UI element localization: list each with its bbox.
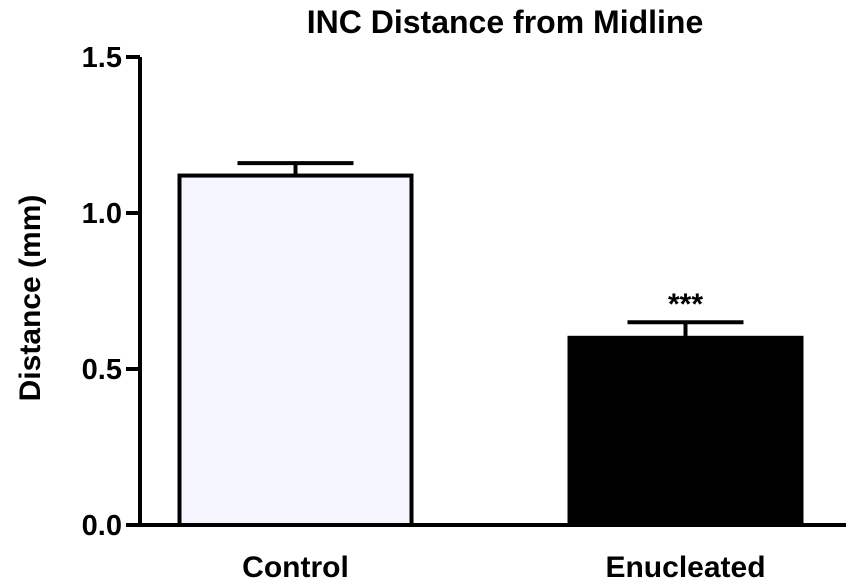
- y-tick-label: 1.0: [82, 198, 122, 230]
- y-tick-label: 1.5: [82, 42, 122, 74]
- category-label-enucleated: Enucleated: [605, 551, 765, 584]
- significance-label: ***: [668, 288, 703, 321]
- bar-control: [177, 173, 414, 527]
- y-tick-label: 0.0: [82, 510, 122, 542]
- category-label-control: Control: [242, 551, 349, 584]
- chart-title: INC Distance from Midline: [307, 4, 704, 40]
- bar-enucleated: [567, 335, 804, 527]
- y-tick-label: 0.5: [82, 354, 122, 386]
- y-axis-label: Distance (mm): [14, 195, 47, 402]
